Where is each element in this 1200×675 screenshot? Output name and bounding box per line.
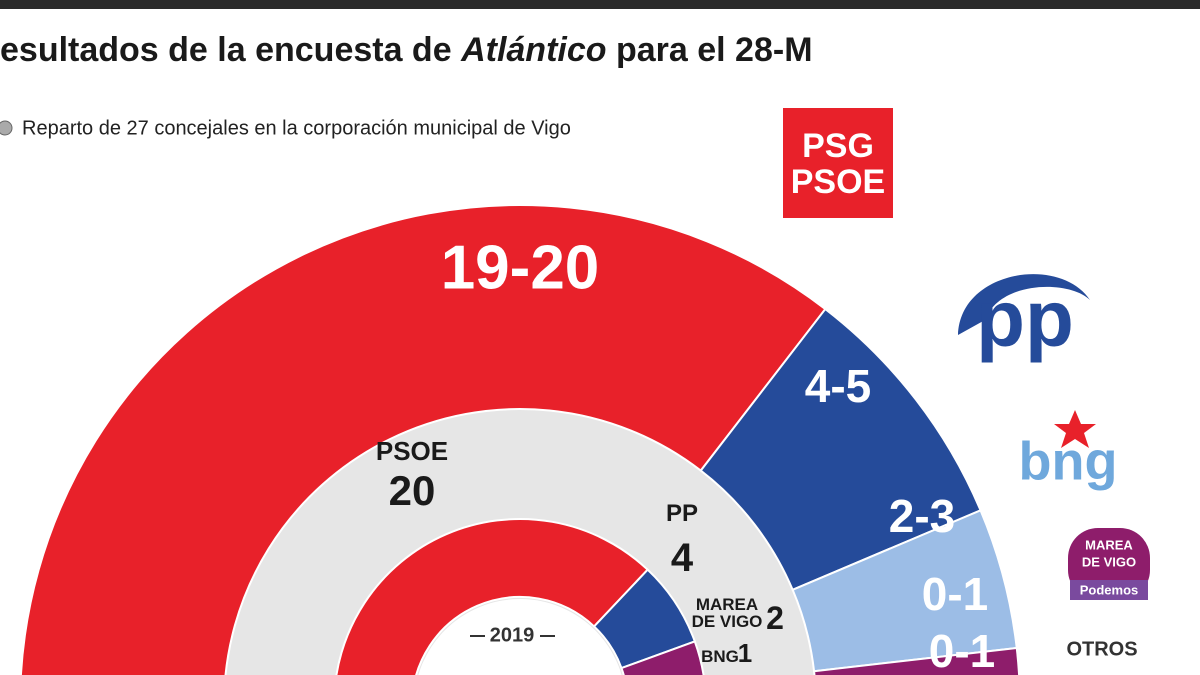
wedge-label: 0-1 — [922, 568, 988, 620]
logo-text: MAREA — [1085, 537, 1133, 552]
wedge-label: 2-3 — [889, 490, 955, 542]
logo-text: PSOE — [791, 163, 885, 201]
chart-title: esultados de la encuesta de Atlántico pa… — [0, 31, 813, 69]
logo-text: PSG — [802, 127, 874, 165]
subtitle: Reparto de 27 concejales en la corporaci… — [22, 117, 571, 139]
rings: 19-20 4-5 2-3 0-10-1 2019 — [19, 204, 1021, 675]
logo-text: bng — [1019, 431, 1118, 491]
wedge — [335, 518, 650, 675]
wedge-label: 0-1 — [929, 625, 995, 675]
value-label: 2 — [766, 600, 784, 636]
wedge — [19, 204, 827, 675]
value-label: 20 — [388, 467, 436, 514]
ring-label: 2019 — [490, 624, 535, 646]
title-part: esultados de la encuesta de — [0, 31, 452, 69]
category-label: PP — [665, 500, 698, 527]
category-label: MAREA DE VIGO — [691, 595, 763, 631]
bng-star — [1054, 410, 1096, 448]
podemos-box — [1070, 580, 1148, 600]
pp-arc — [958, 274, 1090, 335]
wedge — [812, 646, 1021, 675]
title-part: Atlántico — [460, 31, 606, 69]
logo-text: pp — [976, 274, 1074, 363]
wedge-label: 4-5 — [805, 360, 871, 412]
value-label: 4 — [670, 536, 694, 580]
wedge — [620, 640, 705, 675]
title-part: para el 28-M — [616, 31, 813, 69]
logo-text: OTROS — [1066, 638, 1137, 660]
logo-text: DE VIGO — [1082, 554, 1136, 569]
wedge-label: 19-20 — [441, 233, 600, 302]
bullet — [0, 120, 13, 136]
psoe-logo — [783, 108, 893, 218]
top-bar — [0, 0, 1200, 9]
category-label: PSOE — [375, 436, 449, 466]
value-label: 1 — [737, 638, 753, 668]
category-label: BNG — [701, 647, 739, 666]
center-disc — [418, 599, 622, 675]
logo-text: Podemos — [1080, 582, 1139, 597]
